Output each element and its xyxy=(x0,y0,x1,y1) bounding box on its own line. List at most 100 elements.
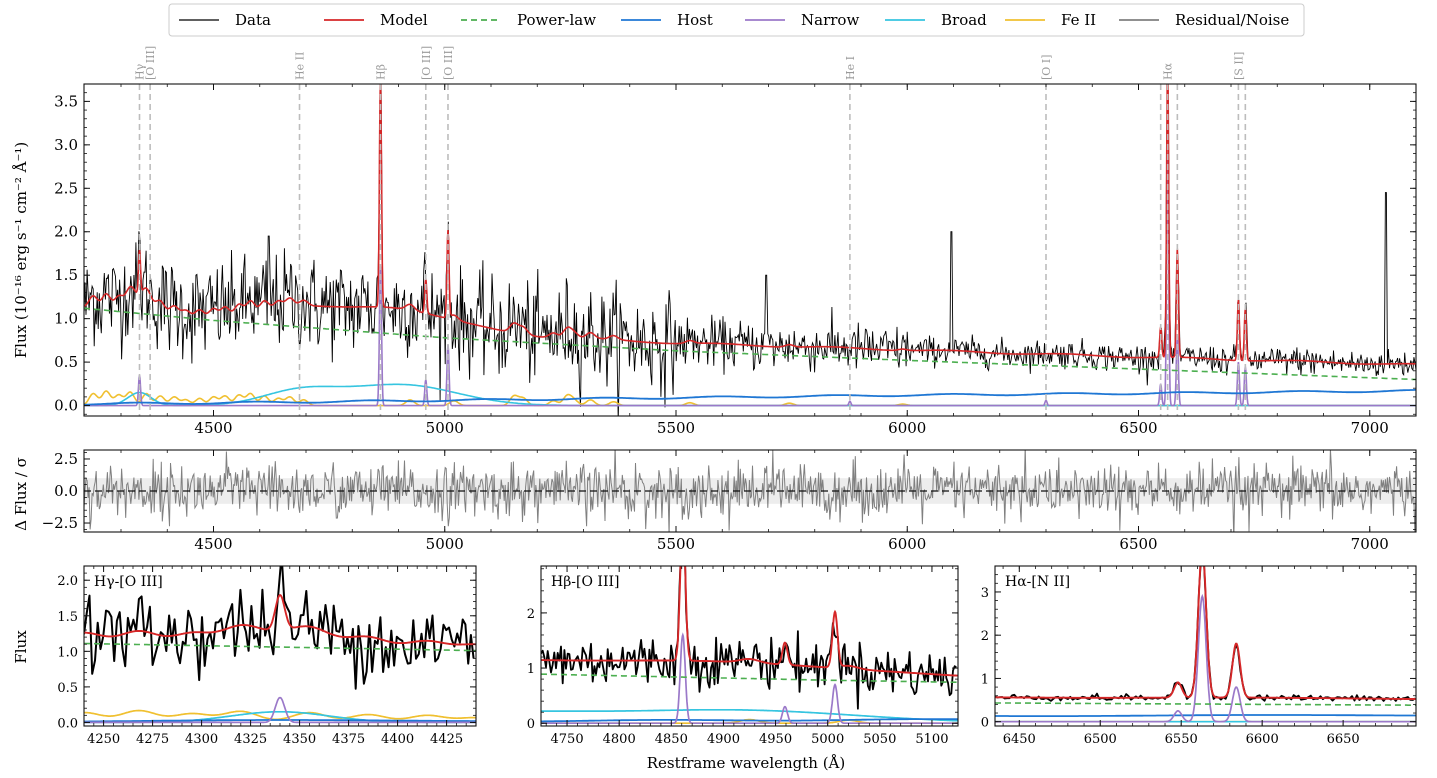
powerlaw-series xyxy=(84,307,1416,381)
x-tick-label: 5000 xyxy=(426,419,464,437)
y-tick-label: 0.0 xyxy=(57,716,78,731)
legend-entry: Fe II xyxy=(1005,11,1096,29)
y-tick-label: 2.5 xyxy=(54,179,78,197)
y-tick-label: 2.0 xyxy=(57,574,78,589)
line-marker-label: He I xyxy=(844,56,857,80)
x-tick-label: 6500 xyxy=(1119,419,1157,437)
y-tick-label: 3 xyxy=(981,586,989,601)
legend-entry: Residual/Noise xyxy=(1119,11,1289,29)
y-tick-label: 1 xyxy=(981,672,989,687)
zoom-panel-title: Hγ-[O III] xyxy=(94,574,163,590)
legend-label: Residual/Noise xyxy=(1175,11,1289,29)
legend-label: Narrow xyxy=(801,11,859,29)
y-tick-label: 1.5 xyxy=(57,610,78,625)
y-tick-label: 2.5 xyxy=(54,450,78,468)
y-tick-label: 0 xyxy=(527,717,535,732)
plot-frame xyxy=(83,565,477,727)
zoom-panel-hbeta-oiii: 4750 4800 4850 4900 4950 5000 5050 5100 0 1 2 Hβ-[O… xyxy=(527,565,959,747)
powerlaw-series xyxy=(995,702,1416,707)
x-tick-label: 5500 xyxy=(657,419,695,437)
residual-series xyxy=(84,450,1416,532)
line-marker-label: [O III] xyxy=(420,46,433,80)
x-tick-label: 6000 xyxy=(888,535,926,553)
zoom-panel-halpha-nii: 6450 6500 6550 6600 6650 0 1 2 3 Hα-[N II] xyxy=(981,565,1417,747)
x-tick-label: 5000 xyxy=(426,535,464,553)
narrow-series xyxy=(995,593,1416,723)
x-tick-label: 6600 xyxy=(1246,732,1279,747)
line-marker-label: [O III] xyxy=(144,46,157,80)
x-tick-label: 4425 xyxy=(430,732,463,747)
x-tick-label: 4800 xyxy=(603,732,636,747)
plot-frame xyxy=(540,565,959,727)
x-tick-label: 4500 xyxy=(194,419,232,437)
legend-entry: Narrow xyxy=(745,11,859,29)
broad-series xyxy=(541,708,958,722)
narrow-series xyxy=(84,696,476,724)
x-tick-label: 4750 xyxy=(551,732,584,747)
x-tick-label: 4850 xyxy=(655,732,688,747)
x-tick-label: 6000 xyxy=(888,419,926,437)
legend: Data Model Power-law Host Narrow Broad Fe II Re… xyxy=(168,3,1305,37)
x-tick-label: 6550 xyxy=(1165,732,1198,747)
line-marker-label: Hγ xyxy=(134,63,147,80)
zoom-panel-title: Hβ-[O III] xyxy=(551,574,619,590)
y-tick-label: 0.5 xyxy=(54,353,78,371)
y-tick-label: 0.0 xyxy=(54,482,78,500)
x-tick-label: 5050 xyxy=(863,732,896,747)
residual-panel: 4500 5000 5500 6000 6500 7000 −2.5 0.0 2.5 xyxy=(42,449,1417,553)
y-tick-label: 1.0 xyxy=(57,645,78,660)
y-tick-label: 1 xyxy=(527,662,535,677)
zoom-panel-hgamma-oiii: 4250 4275 4300 4325 4350 4375 4400 4425 0.0 0.5 1.… xyxy=(57,565,477,747)
legend-entry: Power-law xyxy=(461,11,596,29)
x-tick-label: 4350 xyxy=(283,732,316,747)
x-tick-label: 5000 xyxy=(811,732,844,747)
x-tick-label: 4500 xyxy=(194,535,232,553)
powerlaw-series xyxy=(84,642,476,652)
y-tick-label: 1.5 xyxy=(54,266,78,284)
host-series xyxy=(84,719,476,723)
legend-label: Power-law xyxy=(517,11,596,29)
y-tick-label: 0.0 xyxy=(54,397,78,415)
x-tick-label: 6650 xyxy=(1327,732,1360,747)
x-tick-label: 4900 xyxy=(707,732,740,747)
narrow-series xyxy=(541,632,958,725)
x-tick-label: 4325 xyxy=(234,732,267,747)
line-marker-label: [S II] xyxy=(1232,52,1245,80)
zoom-panel-title: Hα-[N II] xyxy=(1005,574,1070,590)
x-tick-label: 5100 xyxy=(915,732,948,747)
model-series xyxy=(541,566,958,677)
x-axis-label: Restframe wavelength (Å) xyxy=(647,754,846,772)
legend-label: Data xyxy=(235,11,271,29)
y-tick-label: 1.0 xyxy=(54,310,78,328)
x-tick-label: 6500 xyxy=(1119,535,1157,553)
x-tick-label: 7000 xyxy=(1351,419,1389,437)
y-tick-label: 3.0 xyxy=(54,136,78,154)
x-tick-label: 5500 xyxy=(657,535,695,553)
line-marker-label: Hα xyxy=(1162,62,1175,80)
x-tick-label: 4400 xyxy=(381,732,414,747)
line-marker-label: He II xyxy=(294,52,307,80)
legend-entry: Broad xyxy=(885,11,987,29)
legend-label: Model xyxy=(380,11,428,29)
plot-frame xyxy=(994,565,1417,727)
y-tick-label: 0.5 xyxy=(57,681,78,696)
x-tick-label: 7000 xyxy=(1351,535,1389,553)
legend-frame xyxy=(168,3,1305,37)
x-tick-label: 4950 xyxy=(759,732,792,747)
model-series xyxy=(84,593,476,646)
host-series xyxy=(84,388,1416,406)
y-tick-label: 3.5 xyxy=(54,92,78,110)
line-marker-label: [O III] xyxy=(442,46,455,80)
y-tick-label: 2.0 xyxy=(54,223,78,241)
legend-entry: Data xyxy=(179,11,271,29)
main-spectrum-panel: Hγ[O III] He II Hβ [O III] [O III] He I [O I] H… xyxy=(54,46,1417,437)
legend-label: Host xyxy=(677,11,713,29)
data-series xyxy=(84,566,475,690)
x-tick-label: 6500 xyxy=(1084,732,1117,747)
x-tick-label: 6450 xyxy=(1003,732,1036,747)
line-marker-label: Hβ xyxy=(374,64,387,80)
model-series xyxy=(84,84,1416,365)
host-series xyxy=(541,718,958,723)
plot-frame xyxy=(83,83,1417,417)
